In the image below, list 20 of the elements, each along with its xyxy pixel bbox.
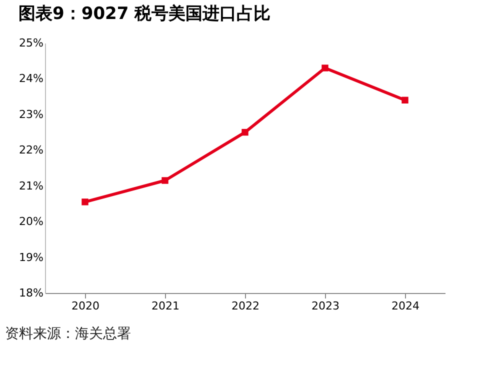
y-tick-label: 20% — [19, 215, 44, 228]
point — [162, 177, 168, 184]
x-tick-label: 2021 — [152, 300, 180, 312]
x-tick-label: 2020 — [72, 300, 100, 312]
y-tick-label: 25% — [19, 36, 44, 50]
y-tick-label: 24% — [19, 72, 44, 86]
chart-title: 图表9：9027 税号美国进口占比 — [18, 4, 271, 24]
point — [402, 96, 408, 104]
y-tick-label: 22% — [19, 144, 44, 157]
x-tick-label: 2024 — [392, 300, 420, 312]
text: 资料来源：海关总署 — [5, 326, 131, 342]
x-tick-label: 2022 — [232, 300, 260, 312]
point — [322, 64, 328, 72]
x-tick-label: 2023 — [312, 300, 340, 312]
point — [82, 198, 88, 206]
y-tick-label: 21% — [19, 179, 44, 192]
y-tick-label: 23% — [19, 108, 44, 121]
y-tick-label: 18% — [19, 286, 44, 300]
y-tick-label: 19% — [19, 250, 44, 264]
point — [242, 128, 248, 136]
